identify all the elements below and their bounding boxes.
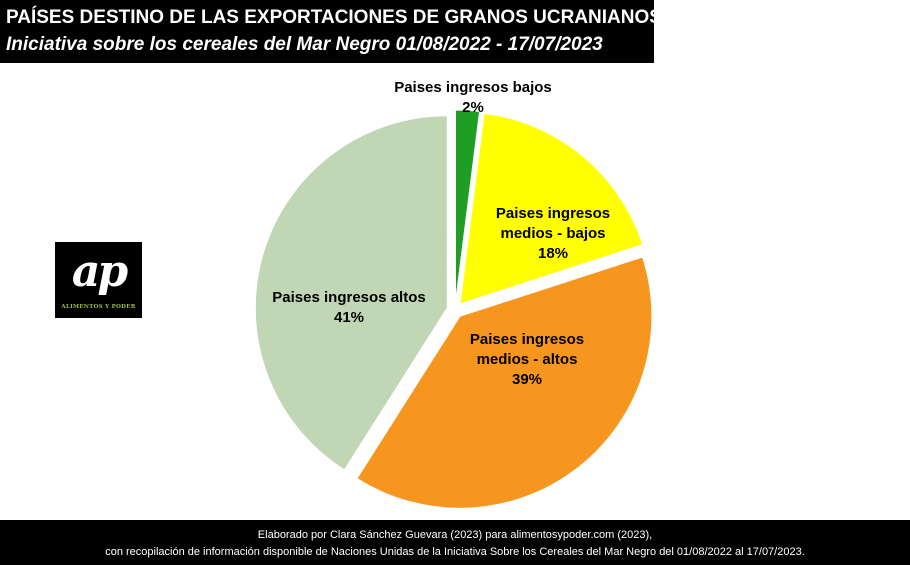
logo-text: ALIMENTOS Y PODER xyxy=(61,304,136,310)
footer-line-2: con recopilación de información disponib… xyxy=(105,546,805,558)
chart-title: PAÍSES DESTINO DE LAS EXPORTACIONES DE G… xyxy=(6,7,662,28)
pie-slice-4 xyxy=(254,115,448,471)
title-banner: PAÍSES DESTINO DE LAS EXPORTACIONES DE G… xyxy=(0,0,662,63)
logo-mark: ap xyxy=(71,246,128,297)
footer-line-1: Elaborado por Clara Sánchez Guevara (202… xyxy=(257,529,653,541)
slice-label-1: Paises ingresos bajos 2% xyxy=(394,79,552,116)
pie-slice-3 xyxy=(356,256,653,509)
pie-slice-1 xyxy=(455,109,481,303)
pie-slice-2 xyxy=(459,112,644,305)
ap-logo: ap ALIMENTOS Y PODER xyxy=(55,242,142,318)
slice-label-2: Paises ingresos medios - bajos 18% xyxy=(496,205,610,262)
source-footer: Elaborado por Clara Sánchez Guevara (202… xyxy=(0,520,910,565)
chart-subtitle: Iniciativa sobre los cereales del Mar Ne… xyxy=(6,34,603,55)
slice-label-3: Paises ingresos medios - altos 39% xyxy=(470,331,584,388)
slice-label-4: Paises ingresos altos 41% xyxy=(272,289,425,326)
